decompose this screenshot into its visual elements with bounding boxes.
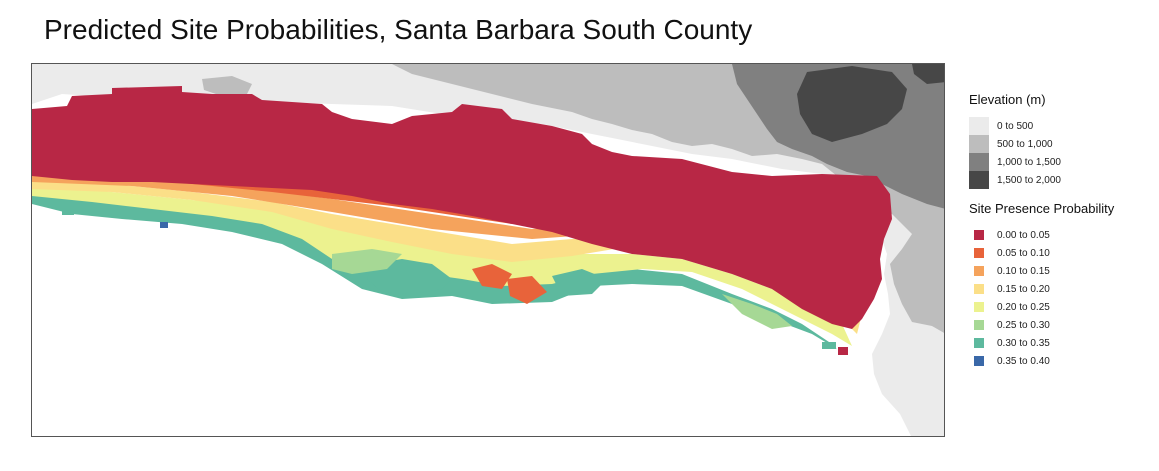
probability-legend-swatch <box>974 338 984 348</box>
prob-cell-0.30-0.35-b <box>822 342 836 349</box>
elevation-layer-0-500 <box>32 64 944 436</box>
elevation-legend-item: 1,000 to 1,500 <box>969 153 1149 171</box>
elevation-legend-swatch <box>969 153 989 171</box>
probability-legend: Site Presence Probability 0.00 to 0.05 0.… <box>969 201 1149 370</box>
prob-band-0.20-0.25 <box>32 184 852 346</box>
map-canvas <box>32 64 944 436</box>
probability-legend-item: 0.00 to 0.05 <box>969 226 1149 244</box>
probability-legend-swatch <box>974 248 984 258</box>
elevation-legend-swatch <box>969 171 989 189</box>
probability-legend-label: 0.05 to 0.10 <box>997 247 1050 259</box>
elevation-legend-item: 1,500 to 2,000 <box>969 171 1149 189</box>
probability-legend-swatch <box>974 320 984 330</box>
elevation-legend-item: 0 to 500 <box>969 117 1149 135</box>
probability-legend-item: 0.05 to 0.10 <box>969 244 1149 262</box>
probability-legend-label: 0.25 to 0.30 <box>997 319 1050 331</box>
probability-legend-label: 0.35 to 0.40 <box>997 355 1050 367</box>
probability-legend-item: 0.15 to 0.20 <box>969 280 1149 298</box>
probability-legend-item: 0.20 to 0.25 <box>969 298 1149 316</box>
probability-legend-label: 0.10 to 0.15 <box>997 265 1050 277</box>
elevation-layer-1500-2000 <box>797 66 907 142</box>
prob-cell-0.00-0.05-coast <box>838 347 848 355</box>
elevation-legend-swatch <box>969 117 989 135</box>
probability-legend-label: 0.30 to 0.35 <box>997 337 1050 349</box>
prob-band-0.25-0.30-b <box>722 294 792 329</box>
elevation-patch-1500-2000 <box>912 64 944 84</box>
elevation-legend-swatch <box>969 135 989 153</box>
probability-legend-item: 0.35 to 0.40 <box>969 352 1149 370</box>
probability-legend-swatch <box>974 356 984 366</box>
elevation-legend-label: 1,000 to 1,500 <box>997 156 1061 168</box>
map-legend: Elevation (m) 0 to 500 500 to 1,000 1,000 … <box>969 92 1149 382</box>
prob-band-0.30-0.35-b <box>552 269 607 296</box>
elevation-legend-label: 0 to 500 <box>997 120 1034 132</box>
probability-legend-label: 0.20 to 0.25 <box>997 301 1050 313</box>
prob-cell-0.30-0.35-a <box>62 209 74 215</box>
probability-legend-item: 0.25 to 0.30 <box>969 316 1149 334</box>
probability-legend-item: 0.30 to 0.35 <box>969 334 1149 352</box>
probability-legend-swatch <box>974 230 984 240</box>
elevation-patch-500-1000 <box>202 76 252 96</box>
elevation-legend-item: 500 to 1,000 <box>969 135 1149 153</box>
map-title: Predicted Site Probabilities, Santa Barb… <box>44 14 753 45</box>
prob-band-0.05-0.10-hot-b <box>507 276 547 304</box>
prob-band-0.25-0.30-a <box>332 249 402 274</box>
map-panel <box>31 63 945 437</box>
prob-band-0.05-0.10-hot-a <box>472 264 512 289</box>
probability-legend-swatch <box>974 302 984 312</box>
prob-band-0.00-0.05 <box>32 86 892 329</box>
elevation-legend-label: 500 to 1,000 <box>997 138 1053 150</box>
probability-legend-title: Site Presence Probability <box>969 201 1115 216</box>
probability-legend-label: 0.00 to 0.05 <box>997 229 1050 241</box>
prob-cell-0.35-0.40 <box>160 222 168 228</box>
probability-legend-item: 0.10 to 0.15 <box>969 262 1149 280</box>
probability-legend-label: 0.15 to 0.20 <box>997 283 1050 295</box>
probability-legend-swatch <box>974 266 984 276</box>
elevation-legend-title: Elevation (m) <box>969 92 1046 107</box>
elevation-legend-label: 1,500 to 2,000 <box>997 174 1061 186</box>
elevation-legend: Elevation (m) 0 to 500 500 to 1,000 1,000 … <box>969 92 1149 189</box>
probability-legend-swatch <box>974 284 984 294</box>
